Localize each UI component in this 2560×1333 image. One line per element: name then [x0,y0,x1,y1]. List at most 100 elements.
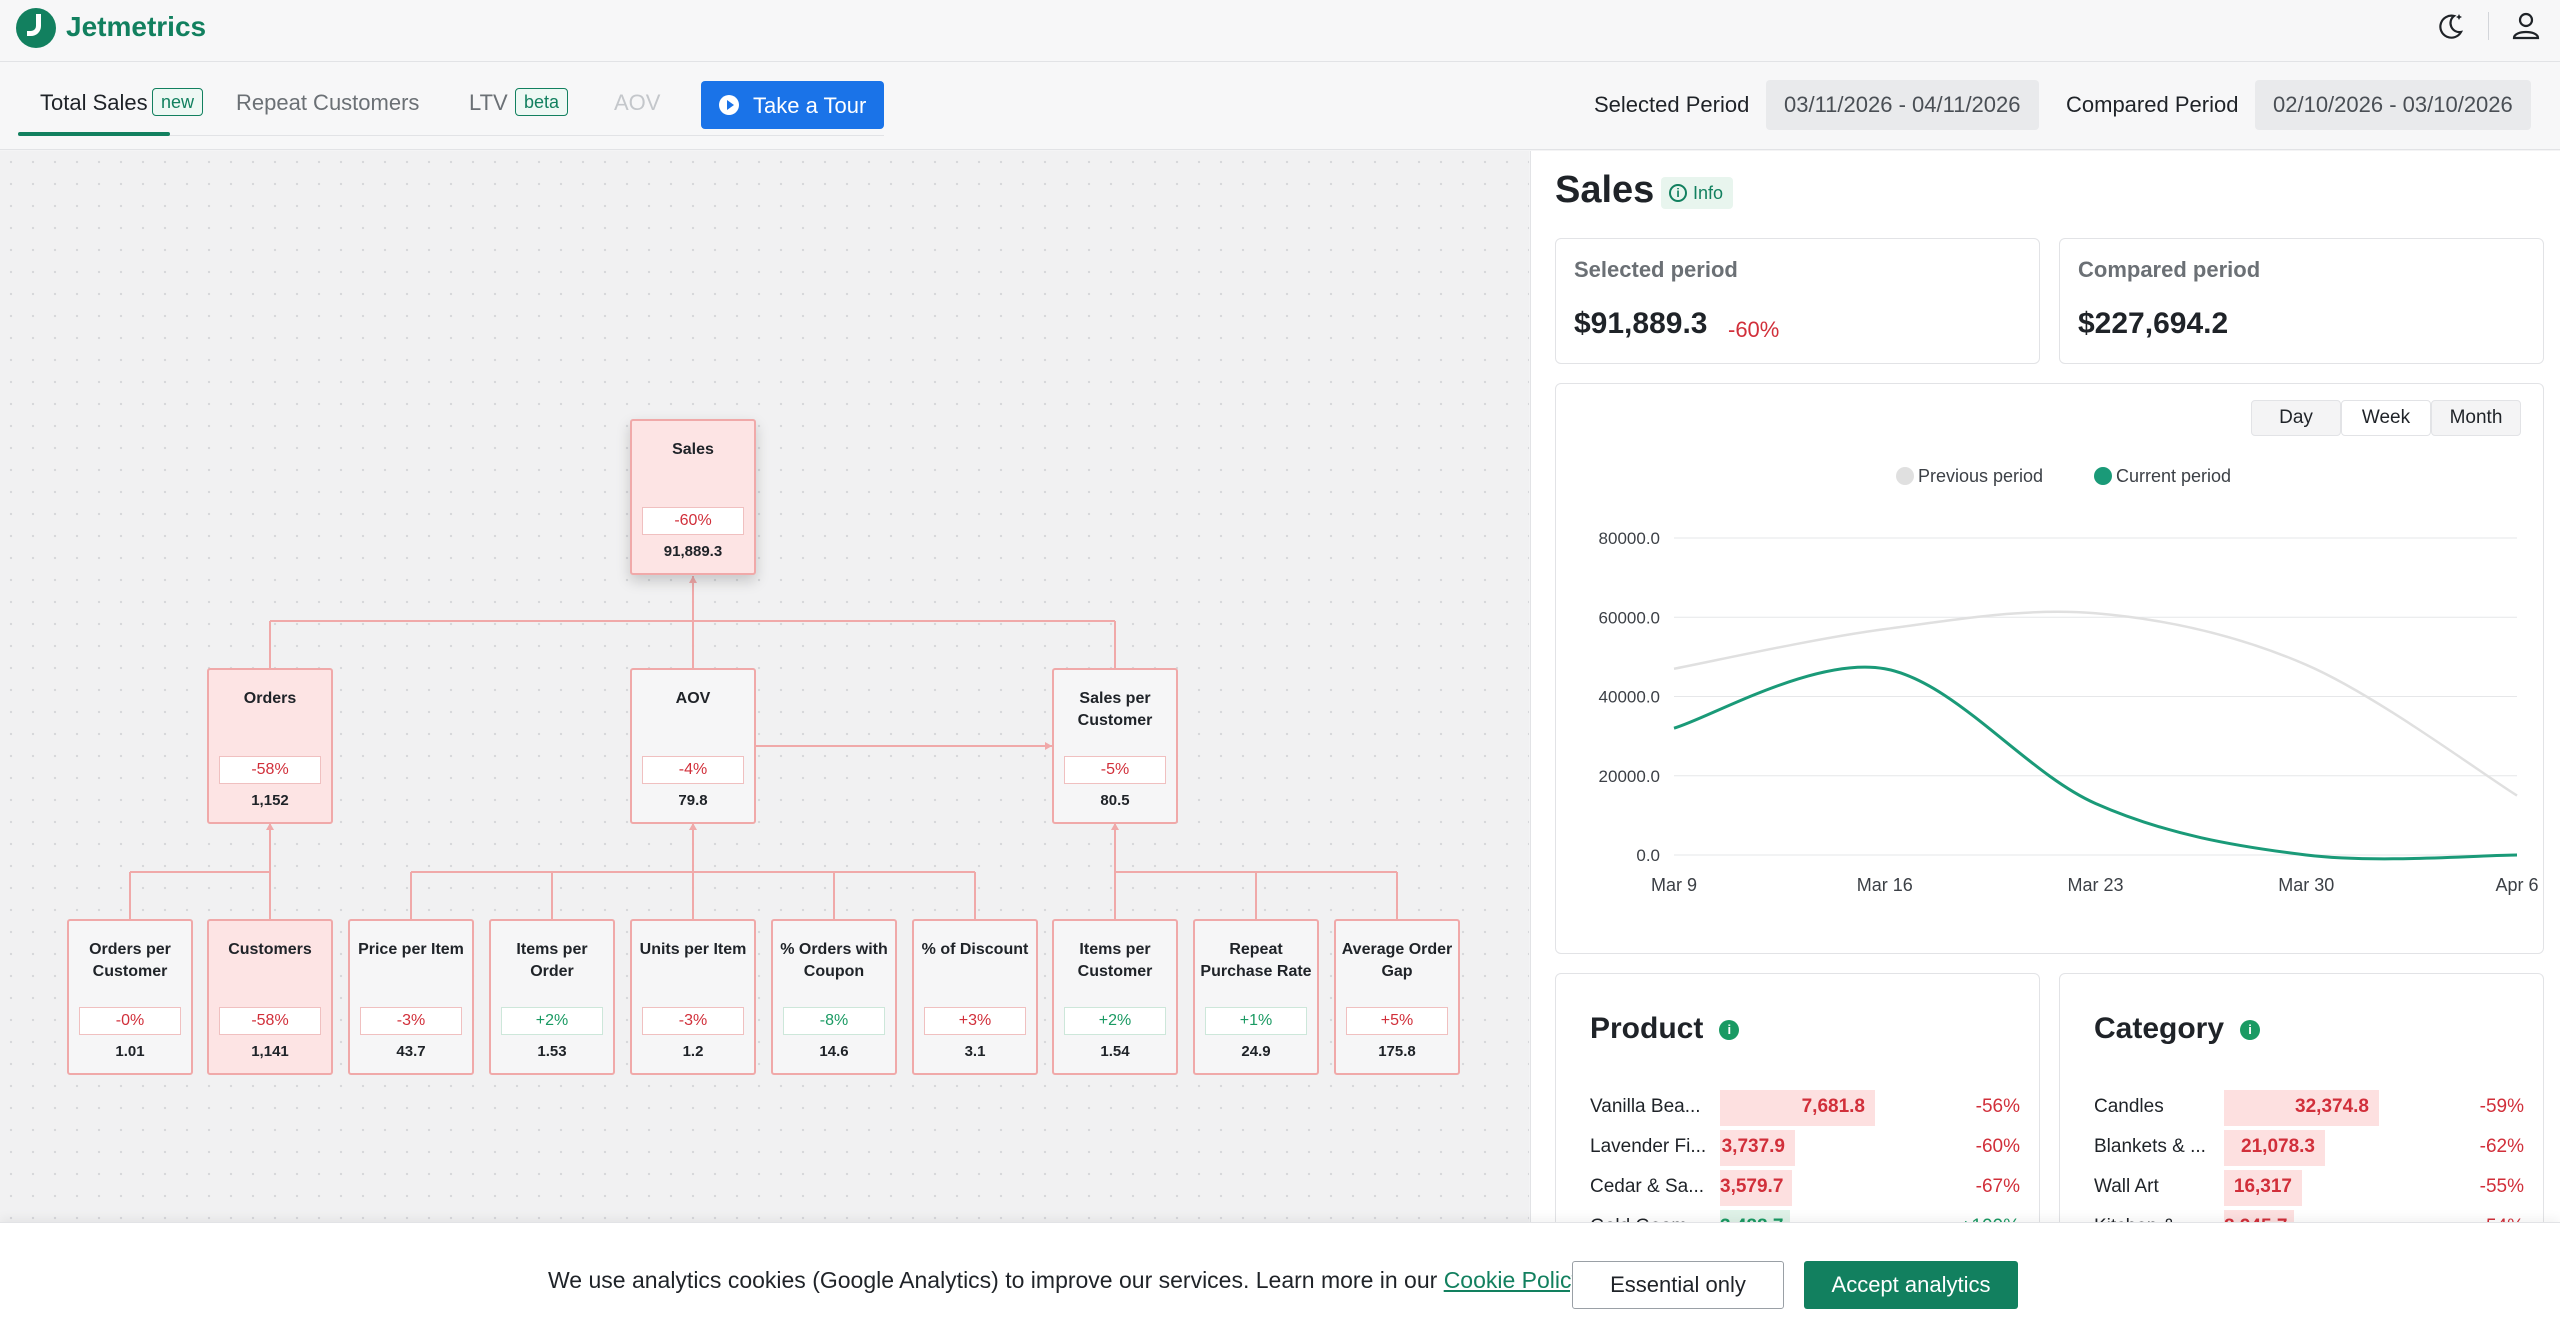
node-title: Orders per Customer [89,941,171,980]
node-change: +2% [1064,1007,1166,1035]
node-value: 1.2 [682,1043,704,1060]
table-row[interactable]: Vanilla Bea... 7,681.8 -56% [1590,1090,2020,1126]
card-value: $227,694.2 [2078,307,2229,340]
row-name: Wall Art [2094,1176,2159,1197]
legend-current[interactable]: Current period [2094,466,2231,487]
tab-total-sales[interactable]: Total Sales [40,90,148,115]
brand-name[interactable]: Jetmetrics [66,11,207,42]
info-button[interactable]: i Info [1661,177,1734,209]
node-value: 79.8 [678,792,708,809]
table-row[interactable]: Lavender Fi... 3,737.9 -60% [1590,1130,2020,1166]
row-change: -59% [2479,1096,2524,1117]
row-bar [2224,1130,2325,1166]
node-orders-per-customer[interactable]: Orders per Customer -0% 1.01 [67,919,193,1075]
node-sales[interactable]: Sales -60% 91,889.3 [630,419,756,575]
table-row[interactable]: Blankets & ... 21,078.3 -62% [2094,1130,2524,1166]
accept-analytics-button[interactable]: Accept analytics [1804,1261,2018,1309]
cookie-policy-link[interactable]: Cookie Policy [1443,1267,1582,1293]
x-tick-label: Mar 23 [2067,875,2123,895]
tab-ltv[interactable]: LTV [469,90,508,115]
node-aov[interactable]: AOV -4% 79.8 [630,668,756,824]
new-badge: new [152,88,204,116]
node-title: Items per Customer [1077,941,1153,980]
row-bar [1720,1090,1875,1126]
tab-repeat-customers[interactable]: Repeat Customers [236,90,420,115]
row-bar [1720,1170,1792,1206]
row-value: 3,579.7 [1720,1176,1784,1197]
legend-previous[interactable]: Previous period [1896,466,2043,487]
node-title: Price per Item [358,941,464,958]
table-row[interactable]: Candles 32,374.8 -59% [2094,1090,2524,1126]
row-name: Blankets & ... [2094,1136,2206,1157]
node-title: Repeat Purchase Rate [1200,941,1312,980]
node-customers[interactable]: Customers -58% 1,141 [207,919,333,1075]
compared-period-label: Compared Period [2066,92,2239,117]
granularity-week-button[interactable]: Week [2341,400,2431,436]
selected-period-picker[interactable]: 03/11/2026 - 04/11/2026 [1766,80,2039,130]
row-change: -67% [1975,1176,2020,1197]
x-tick-label: Mar 9 [1651,875,1697,895]
row-change: -60% [1975,1136,2020,1157]
node-change: +3% [924,1007,1026,1035]
node-sales-per-customer[interactable]: Sales per Customer -5% 80.5 [1052,668,1178,824]
row-value: 3,737.9 [1721,1136,1785,1157]
jetmetrics-logo-icon[interactable] [16,8,56,48]
compared-period-picker[interactable]: 02/10/2026 - 03/10/2026 [2255,80,2531,130]
node-items-per-customer[interactable]: Items per Customer +2% 1.54 [1052,919,1178,1075]
tab-aov[interactable]: AOV [614,90,661,115]
product-info-icon[interactable]: i [1719,1020,1740,1040]
node-value: 14.6 [819,1043,849,1060]
row-change: -56% [1975,1096,2020,1117]
metric-tree-canvas[interactable]: Sales -60% 91,889.3 Orders -58% 1,152 AO… [0,151,1529,1333]
node-change: -4% [642,756,744,784]
essential-only-button[interactable]: Essential only [1572,1261,1784,1309]
node-orders-with-coupon[interactable]: % Orders with Coupon -8% 14.6 [771,919,897,1075]
node-title: Units per Item [639,941,747,958]
user-account-icon[interactable] [2508,8,2544,44]
active-tab-indicator [18,132,170,136]
x-tick-label: Mar 30 [2278,875,2334,895]
sales-line-chart[interactable]: 80000.0 60000.0 40000.0 20000.0 0.0 Mar 9 Mar … [1556,384,2545,955]
row-name: Cedar & Sa... [1590,1176,1705,1197]
node-title: Items per Order [516,941,588,980]
node-average-order-gap[interactable]: Average Order Gap +5% 175.8 [1334,919,1460,1075]
x-tick-label: Apr 6 [2495,875,2538,895]
granularity-day-button[interactable]: Day [2251,400,2341,436]
legend-current-label: Current period [2116,466,2232,486]
node-change: -60% [642,507,744,535]
node-repeat-purchase-rate[interactable]: Repeat Purchase Rate +1% 24.9 [1193,919,1319,1075]
node-title: Orders [243,690,297,707]
panel-title: Sales [1555,169,1655,211]
x-tick-label: Mar 16 [1857,875,1913,895]
table-row[interactable]: Cedar & Sa... 3,579.7 -67% [1590,1170,2020,1206]
row-change: -55% [2479,1176,2524,1197]
node-units-per-item[interactable]: Units per Item -3% 1.2 [630,919,756,1075]
current-period-line[interactable] [1673,665,2518,861]
node-price-per-item[interactable]: Price per Item -3% 43.7 [348,919,474,1075]
dark-mode-moon-icon[interactable] [2432,8,2468,44]
node-change: +1% [1205,1007,1307,1035]
selected-period-card: Selected period $91,889.3 -60% [1555,238,2040,364]
take-a-tour-button[interactable]: Take a Tour [701,81,884,129]
table-row[interactable]: Wall Art 16,317 -55% [2094,1170,2524,1206]
node-value: 91,889.3 [663,543,723,560]
node-value: 43.7 [396,1043,426,1060]
cookie-banner: We use analytics cookies (Google Analyti… [0,1222,2560,1333]
row-value: 21,078.3 [2241,1136,2315,1157]
node-change: -3% [642,1007,744,1035]
node-value: 1,152 [251,792,289,809]
node-items-per-order[interactable]: Items per Order +2% 1.53 [489,919,615,1075]
node-change: +2% [501,1007,603,1035]
node-title: Sales [672,441,714,458]
node-orders[interactable]: Orders -58% 1,152 [207,668,333,824]
sales-chart-card: Day Week Month Previous period Current p… [1555,383,2544,954]
node-percent-discount[interactable]: % of Discount +3% 3.1 [912,919,1038,1075]
take-a-tour-label: Take a Tour [753,93,867,118]
previous-period-line[interactable] [1673,610,2518,797]
row-name: Candles [2094,1096,2164,1117]
category-info-icon[interactable]: i [2240,1020,2261,1040]
granularity-month-button[interactable]: Month [2431,400,2521,436]
cookie-message: We use analytics cookies (Google Analyti… [548,1267,1444,1293]
node-value: 1.01 [115,1043,145,1060]
node-value: 3.1 [964,1043,986,1060]
